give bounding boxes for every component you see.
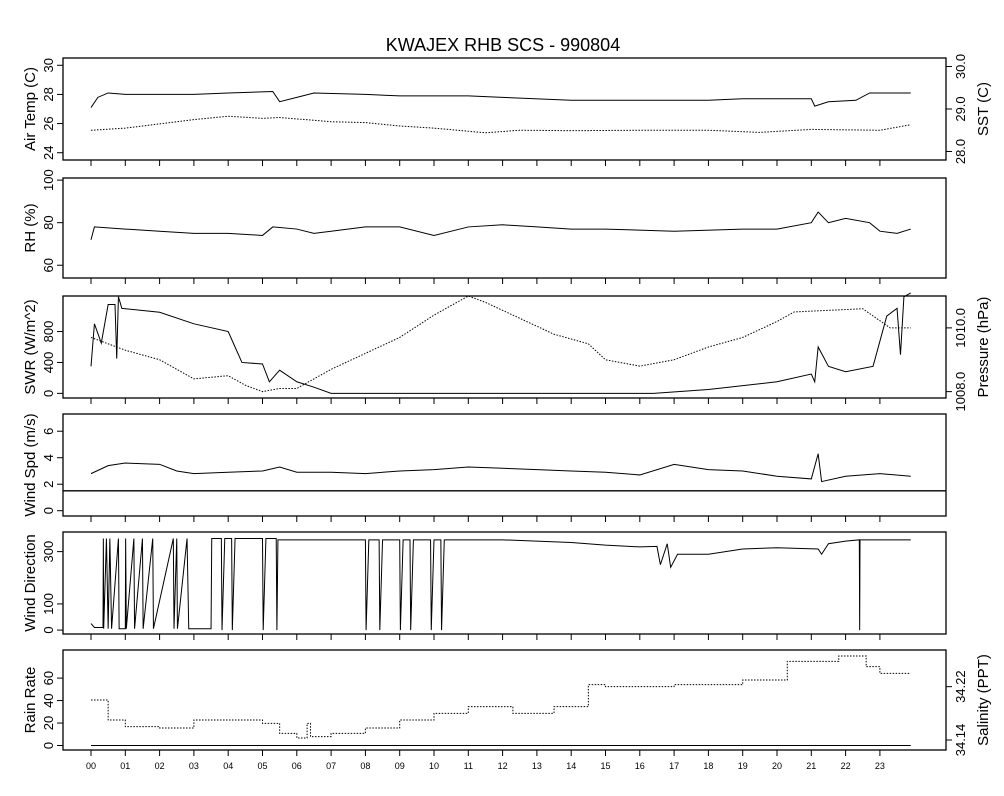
x-tick-label: 07: [326, 761, 336, 771]
plot-frame: [62, 177, 947, 279]
plot-frame: [62, 295, 947, 399]
series-line-2: [90, 115, 911, 134]
y-right-tick-label: 29.0: [953, 96, 968, 121]
y-axis-label: RH (%): [22, 203, 39, 252]
y-right-tick-label: 28.0: [953, 139, 968, 164]
x-tick-label: 09: [395, 761, 405, 771]
y-axis-label: Rain Rate: [22, 667, 39, 734]
x-tick-label: 23: [875, 761, 885, 771]
y-tick-label: 800: [41, 321, 56, 343]
y-tick-label: 60: [41, 258, 56, 272]
plot-frame: [62, 649, 947, 751]
x-tick-label: 10: [429, 761, 439, 771]
y-axis-label: Wind Spd (m/s): [22, 413, 39, 516]
y-axis-label: SWR (W/m^2): [22, 299, 39, 394]
y-tick-label: 40: [41, 693, 56, 707]
x-tick-label: 01: [120, 761, 130, 771]
series-line-1: [90, 211, 911, 240]
x-tick-label: 02: [155, 761, 165, 771]
y-tick-label: 6: [41, 428, 56, 435]
y-tick-label: 400: [41, 352, 56, 374]
x-tick-label: 17: [669, 761, 679, 771]
y-tick-label: 0: [41, 742, 56, 749]
y-tick-label: 0: [41, 507, 56, 514]
y-tick-label: 2: [41, 481, 56, 488]
y-tick-label: 100: [41, 169, 56, 191]
x-tick-label: 03: [189, 761, 199, 771]
x-tick-label: 16: [635, 761, 645, 771]
y-right-tick-label: 34.14: [953, 724, 968, 757]
y-axis-label: Air Temp (C): [22, 67, 39, 151]
y-axis-label: Wind Direction: [22, 534, 39, 632]
x-tick-label: 19: [738, 761, 748, 771]
y-tick-label: 0: [41, 626, 56, 633]
x-tick-label: 18: [703, 761, 713, 771]
plot-frame: [62, 57, 947, 161]
y-tick-label: 100: [41, 593, 56, 615]
x-tick-label: 11: [464, 761, 473, 771]
x-tick-label: 15: [600, 761, 610, 771]
y-right-tick-label: 1008.0: [953, 372, 968, 412]
y-tick-label: 300: [41, 541, 56, 563]
series-line-1: [90, 91, 911, 108]
y-tick-label: 30: [41, 58, 56, 72]
chart-title: KWAJEX RHB SCS - 990804: [386, 35, 620, 55]
y-right-axis-label: Pressure (hPa): [975, 297, 992, 398]
series-line-1: [90, 538, 911, 631]
x-tick-label: 13: [532, 761, 542, 771]
x-tick-label: 05: [257, 761, 267, 771]
y-tick-label: 80: [41, 215, 56, 229]
series-line-2: [91, 655, 911, 739]
x-tick-label: 08: [360, 761, 370, 771]
series-line-1: [90, 292, 912, 394]
y-right-tick-label: 30.0: [953, 54, 968, 79]
plot-frame: [62, 413, 947, 517]
series-line-2: [90, 295, 911, 393]
y-right-tick-label: 34.22: [953, 670, 968, 703]
y-tick-label: 20: [41, 716, 56, 730]
y-tick-label: 60: [41, 671, 56, 685]
x-tick-label: 20: [772, 761, 782, 771]
x-tick-label: 00: [86, 761, 96, 771]
x-tick-label: 22: [841, 761, 851, 771]
x-tick-label: 04: [223, 761, 233, 771]
y-tick-label: 28: [41, 87, 56, 101]
x-tick-label: 14: [566, 761, 576, 771]
y-right-tick-label: 1010.0: [953, 308, 968, 348]
y-tick-label: 24: [41, 145, 56, 159]
x-tick-label: 21: [806, 761, 816, 771]
y-right-axis-label: SST (C): [975, 82, 992, 136]
y-tick-label: 0: [41, 390, 56, 397]
y-right-axis-label: Salinity (PPT): [975, 654, 992, 746]
x-tick-label: 12: [498, 761, 508, 771]
y-tick-label: 4: [41, 454, 56, 461]
x-tick-label: 06: [292, 761, 302, 771]
y-tick-label: 26: [41, 116, 56, 130]
plot-frame: [62, 531, 947, 635]
series-line-1: [90, 453, 911, 483]
